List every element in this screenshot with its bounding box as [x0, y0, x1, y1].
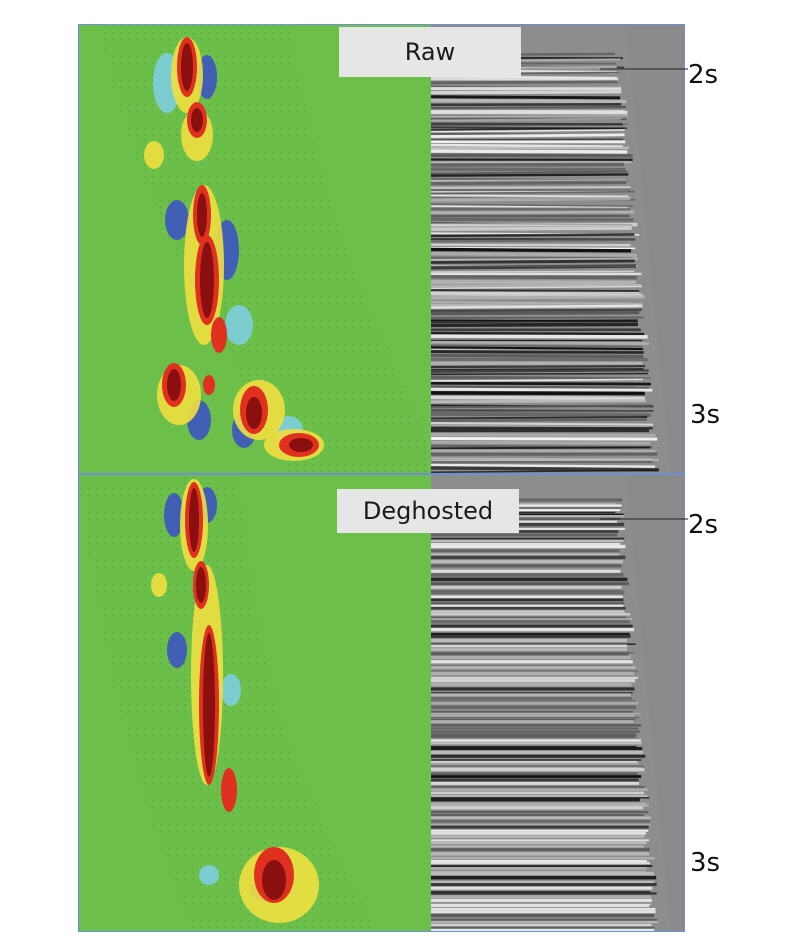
raw-time-top: 2s — [688, 60, 719, 90]
figure-frame: Raw — [78, 24, 685, 932]
deghosted-2s-leader-line — [600, 518, 688, 520]
raw-panel: Raw — [79, 25, 684, 473]
raw-seismic-section — [431, 25, 684, 473]
deghosted-time-top: 2s — [688, 510, 719, 540]
deghosted-panel: Deghosted — [79, 475, 684, 931]
deghosted-label: Deghosted — [337, 489, 519, 533]
raw-amplitude-map — [79, 25, 431, 473]
panel-divider — [79, 473, 684, 475]
deghosted-seismic-section — [431, 475, 684, 931]
deghosted-time-bottom: 3s — [690, 848, 721, 878]
raw-label: Raw — [339, 27, 521, 77]
raw-2s-leader-line — [600, 68, 688, 70]
raw-time-bottom: 3s — [690, 400, 721, 430]
deghosted-amplitude-map — [79, 475, 431, 931]
